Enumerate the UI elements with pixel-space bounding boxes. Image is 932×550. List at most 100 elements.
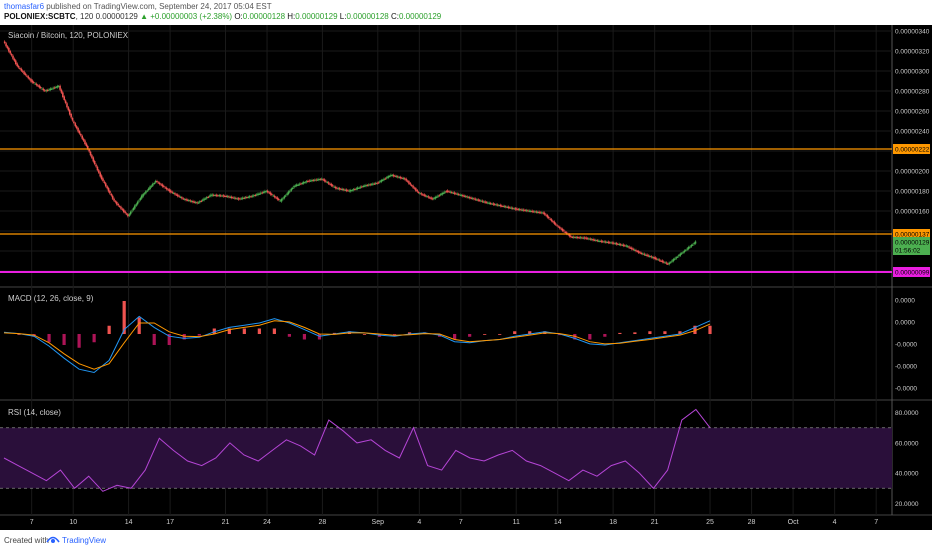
candle-body: [257, 193, 259, 195]
candle-body: [88, 149, 90, 152]
y-tick-label: 0.00000160: [895, 209, 930, 216]
candle-body: [632, 248, 634, 250]
candle-body: [282, 198, 284, 200]
candle-body: [319, 179, 322, 181]
y-tick-label: 0.00000300: [895, 69, 930, 76]
candle-body: [439, 194, 442, 196]
candle-body: [111, 195, 114, 199]
x-tick-label: 4: [833, 519, 837, 526]
candle-body: [673, 258, 676, 260]
candle-body: [244, 197, 247, 199]
candle-body: [507, 206, 510, 208]
candle-body: [284, 195, 287, 197]
candle-body: [62, 92, 64, 97]
candle-body: [298, 183, 301, 185]
candle-body: [599, 240, 601, 242]
low-label: L:: [339, 12, 347, 21]
price-pane[interactable]: [0, 40, 892, 273]
candle-body: [449, 191, 452, 193]
macd-histogram-bar: [257, 328, 261, 334]
candle-body: [619, 244, 622, 246]
x-tick-label: 21: [651, 519, 659, 526]
candle-body: [374, 183, 377, 185]
macd-histogram-bar: [47, 334, 51, 343]
candle-body: [48, 89, 50, 91]
candle-body: [229, 196, 232, 198]
candle-body: [210, 194, 212, 197]
candle-body: [219, 195, 222, 197]
candle-body: [451, 191, 453, 193]
candle-body: [163, 186, 165, 187]
candle-body: [66, 103, 68, 108]
macd-histogram-bar: [92, 334, 96, 343]
candle-body: [211, 194, 214, 196]
candle-body: [534, 211, 536, 213]
macd-pane[interactable]: [3, 301, 712, 374]
candle-body: [27, 76, 30, 79]
candle-body: [424, 195, 427, 197]
candle-body: [658, 259, 661, 261]
candle-body: [406, 180, 409, 182]
x-tick-label: 7: [459, 519, 463, 526]
candle-body: [183, 199, 186, 201]
macd-histogram-bar: [573, 334, 577, 340]
candle-body: [329, 183, 331, 185]
price-tag: [893, 267, 930, 277]
x-tick-label: 7: [30, 519, 34, 526]
macd-histogram-bar: [362, 334, 367, 335]
candle-body: [578, 237, 581, 239]
x-tick-label: 17: [166, 519, 174, 526]
x-tick-label: 11: [513, 519, 520, 526]
candle-body: [272, 195, 275, 197]
tradingview-link[interactable]: TradingView: [62, 536, 107, 545]
candle-body: [189, 200, 191, 202]
candle-body: [237, 198, 240, 200]
macd-histogram-bar: [107, 325, 111, 334]
candle-body: [581, 237, 583, 239]
candle-body: [662, 261, 665, 263]
candle-body: [304, 182, 306, 184]
candle-body: [480, 200, 482, 202]
candle-body: [232, 197, 234, 199]
candle-body: [529, 210, 532, 212]
candle-body: [683, 250, 686, 253]
candle-body: [582, 237, 585, 239]
candle-body: [145, 191, 147, 194]
x-tick-label: 7: [874, 519, 878, 526]
candle-body: [682, 252, 684, 254]
candle-body: [473, 198, 475, 200]
candle-body: [376, 182, 378, 184]
candle-body: [445, 191, 448, 193]
candle-body: [568, 234, 571, 237]
candle-body: [420, 193, 423, 195]
candle-body: [181, 197, 183, 199]
interval-label: 120: [80, 12, 94, 21]
x-tick-label: 21: [222, 519, 230, 526]
candle-body: [354, 189, 356, 190]
candle-body: [552, 221, 554, 223]
author-link[interactable]: thomasfar6: [4, 2, 45, 11]
macd-histogram-bar: [182, 334, 186, 340]
candle-body: [572, 236, 575, 238]
macd-histogram-bar: [272, 328, 276, 334]
candle-body: [307, 181, 309, 182]
macd-histogram-bar: [498, 334, 502, 335]
candle-body: [639, 252, 641, 254]
candle-body: [85, 143, 88, 146]
rsi-pane[interactable]: [0, 408, 892, 492]
candle-body: [28, 78, 31, 80]
candle-body: [235, 197, 237, 199]
tradingview-logo-icon: [46, 536, 60, 543]
candle-body: [293, 186, 295, 188]
candle-body: [379, 181, 381, 183]
candle-body: [412, 185, 414, 188]
candle-body: [554, 223, 557, 225]
candle-body: [157, 182, 160, 184]
price-tag-label: 01:56:02: [895, 248, 921, 255]
trading-chart[interactable]: 7 10 14 17 21 24 28 Sep 4 7 11 14 18 21 25 28 Oct 4 7 0.000…: [0, 25, 932, 530]
candle-body: [167, 189, 169, 191]
candle-body: [290, 188, 293, 191]
candle-body: [509, 207, 511, 209]
candle-body: [38, 85, 41, 88]
candle-body: [17, 66, 20, 68]
